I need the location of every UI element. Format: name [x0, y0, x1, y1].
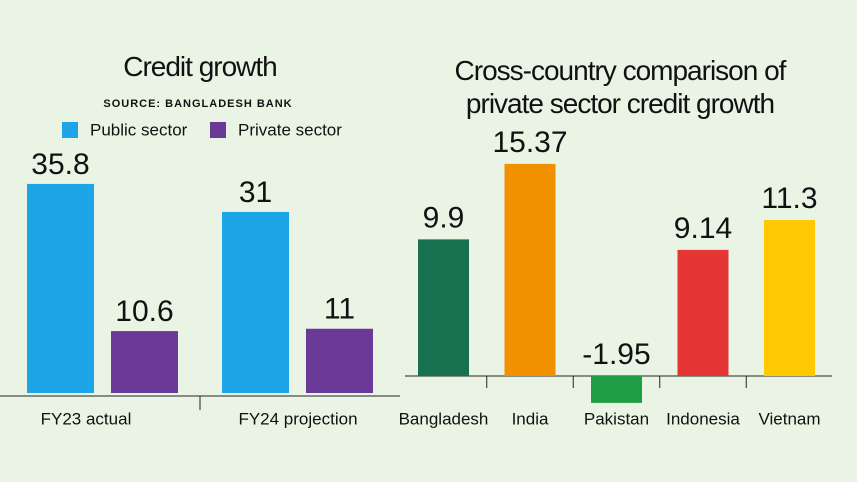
- x-tick-label: Indonesia: [666, 409, 740, 428]
- legend-swatch: [62, 122, 78, 138]
- x-tick-label: Vietnam: [758, 409, 820, 428]
- bar: [591, 376, 642, 403]
- data-label: 9.9: [423, 201, 465, 234]
- data-label: 9.14: [674, 212, 732, 245]
- chart-subtitle: SOURCE: BANGLADESH BANK: [103, 98, 292, 110]
- data-label: 11.3: [761, 182, 817, 215]
- bar: [111, 331, 178, 393]
- x-tick-label: Pakistan: [584, 409, 649, 428]
- legend-label: Public sector: [90, 120, 188, 139]
- bar: [222, 211, 289, 393]
- data-label: 11: [324, 293, 355, 326]
- bar: [504, 163, 556, 376]
- bar: [418, 239, 469, 376]
- data-label: 31: [239, 176, 272, 209]
- data-label: -1.95: [582, 338, 650, 371]
- bar: [27, 183, 94, 393]
- x-tick-label: FY23 actual: [41, 409, 132, 428]
- data-label: 15.37: [492, 126, 567, 159]
- legend-label: Private sector: [238, 120, 342, 139]
- chart-title: Credit growth: [123, 51, 278, 82]
- legend-swatch: [210, 122, 226, 138]
- chart-title: Cross-country comparison of private sect…: [454, 55, 787, 119]
- bar: [764, 220, 815, 376]
- x-tick-label: FY24 projection: [238, 409, 357, 428]
- bar: [306, 328, 373, 393]
- data-label: 35.8: [31, 148, 89, 181]
- bar: [677, 249, 729, 376]
- data-label: 10.6: [115, 295, 173, 328]
- x-tick-label: India: [512, 409, 549, 428]
- x-tick-label: Bangladesh: [399, 409, 489, 428]
